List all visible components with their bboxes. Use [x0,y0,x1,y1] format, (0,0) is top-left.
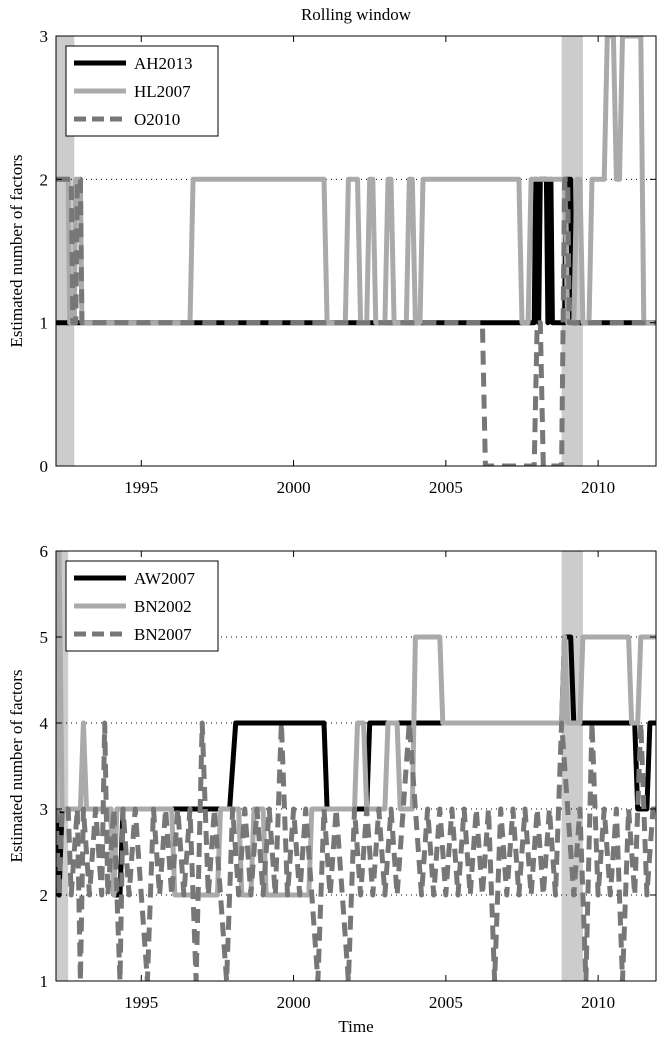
y-axis-label: Estimated number of factors [7,154,26,347]
series-group [56,551,656,981]
x-axis-label: Time [338,1017,373,1036]
y-tick-label: 3 [40,27,49,46]
y-tick-label: 3 [40,800,49,819]
series-line-ah2013 [56,176,656,326]
legend-label: BN2002 [134,597,192,616]
y-tick-label: 4 [40,714,49,733]
y-axis-label: Estimated number of factors [7,669,26,862]
series-group [56,36,656,466]
legend: AH2013 HL2007 O2010 [65,45,219,137]
y-tick-label: 2 [40,170,49,189]
legend-label: HL2007 [134,82,191,101]
chart-bottom: 1 2 3 4 5 6 1995 2000 2005 2010 Estimated number o… [7,542,657,1012]
y-tick-label: 2 [40,886,49,905]
x-tick-label: 2000 [277,993,311,1012]
y-tick-label: 1 [40,972,49,991]
y-tick-label: 0 [40,457,49,476]
x-tick-label: 2000 [277,478,311,497]
x-tick-label: 2010 [581,478,615,497]
legend-label: AW2007 [134,569,195,588]
plot-frame [55,35,657,467]
shaded-period-0 [56,36,75,466]
legend-label: BN2007 [134,625,192,644]
y-tick-label: 1 [40,314,49,333]
series-line-o2010 [56,176,656,466]
y-tick-label: 6 [40,542,49,561]
legend: AW2007 BN2002 BN2007 [65,560,219,652]
y-tick-label: 5 [40,628,49,647]
x-tick-label: 1995 [124,478,158,497]
x-tick-label: 2005 [429,478,463,497]
x-tick-label: 1995 [124,993,158,1012]
x-tick-label: 2010 [581,993,615,1012]
chart-top: 0 1 2 3 1995 2000 2005 2010 Estimated number of … [7,27,657,497]
legend-label: AH2013 [134,54,193,73]
plot-frame [55,550,657,982]
legend-label: O2010 [134,110,180,129]
figure-title: Rolling window [301,5,412,24]
series-line-hl2007 [56,36,656,326]
series-line-bn2007 [56,720,656,981]
x-tick-label: 2005 [429,993,463,1012]
